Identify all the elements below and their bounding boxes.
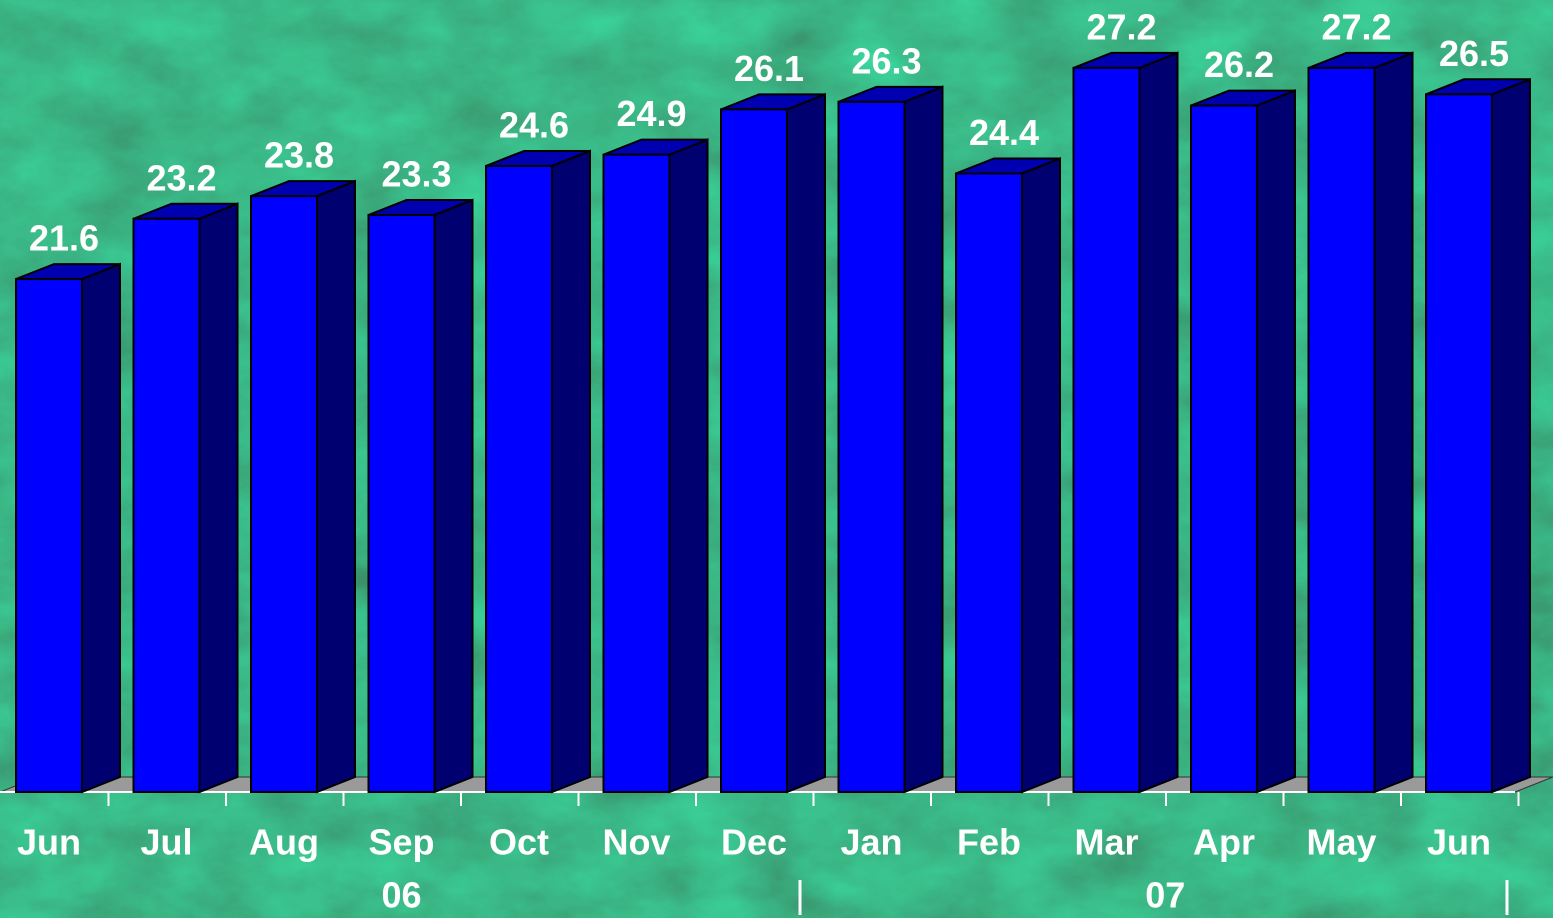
bar-side bbox=[433, 198, 474, 794]
bar bbox=[720, 108, 788, 794]
bar-side bbox=[1491, 77, 1531, 794]
bar-side bbox=[551, 149, 591, 794]
value-label: 26.5 bbox=[1439, 33, 1509, 74]
x-tick-label: May bbox=[1306, 822, 1376, 863]
bar bbox=[1425, 93, 1493, 794]
bar bbox=[837, 100, 906, 794]
value-label: 24.6 bbox=[499, 104, 569, 145]
bar-side bbox=[81, 262, 121, 794]
x-tick-label: Apr bbox=[1193, 822, 1255, 863]
bar bbox=[1307, 66, 1376, 793]
bar-side bbox=[198, 202, 239, 794]
bar bbox=[955, 172, 1023, 793]
value-label: 24.4 bbox=[969, 112, 1039, 153]
bar-side bbox=[1021, 157, 1061, 794]
x-tick-label: Jun bbox=[17, 822, 81, 863]
bar-side bbox=[1373, 51, 1414, 794]
value-label: 27.2 bbox=[1321, 6, 1391, 47]
bar bbox=[1190, 104, 1258, 794]
bar bbox=[367, 213, 436, 793]
value-label: 23.3 bbox=[381, 153, 451, 194]
bar-side bbox=[903, 85, 944, 794]
bar-side bbox=[1138, 51, 1179, 794]
value-label: 26.3 bbox=[851, 40, 921, 81]
x-tick-label: Sep bbox=[368, 822, 434, 863]
bar bbox=[602, 153, 671, 793]
bar bbox=[15, 278, 83, 794]
value-label: 26.1 bbox=[734, 48, 804, 89]
x-tick-label: Jun bbox=[1427, 822, 1491, 863]
value-label: 26.2 bbox=[1204, 44, 1274, 85]
value-label: 23.8 bbox=[264, 135, 334, 176]
group-label: 07 bbox=[1145, 875, 1185, 916]
x-tick-label: Oct bbox=[489, 822, 549, 863]
bar-side bbox=[1256, 89, 1296, 794]
bar bbox=[132, 217, 201, 793]
group-label: 06 bbox=[381, 875, 421, 916]
value-label: 23.2 bbox=[146, 157, 216, 198]
x-tick-label: Mar bbox=[1074, 822, 1138, 863]
x-tick-label: Nov bbox=[602, 822, 670, 863]
x-tick-label: Feb bbox=[957, 822, 1021, 863]
bar-side bbox=[786, 92, 826, 794]
bar bbox=[485, 164, 553, 793]
bar-side bbox=[316, 179, 356, 794]
x-tick-label: Jul bbox=[140, 822, 192, 863]
value-label: 21.6 bbox=[29, 218, 99, 259]
x-tick-label: Dec bbox=[721, 822, 787, 863]
bar bbox=[250, 195, 318, 794]
value-label: 24.9 bbox=[616, 93, 686, 134]
x-tick-label: Aug bbox=[249, 822, 319, 863]
bar bbox=[1072, 66, 1141, 793]
bar-side bbox=[668, 138, 709, 794]
value-label: 27.2 bbox=[1086, 6, 1156, 47]
x-tick-label: Jan bbox=[840, 822, 902, 863]
